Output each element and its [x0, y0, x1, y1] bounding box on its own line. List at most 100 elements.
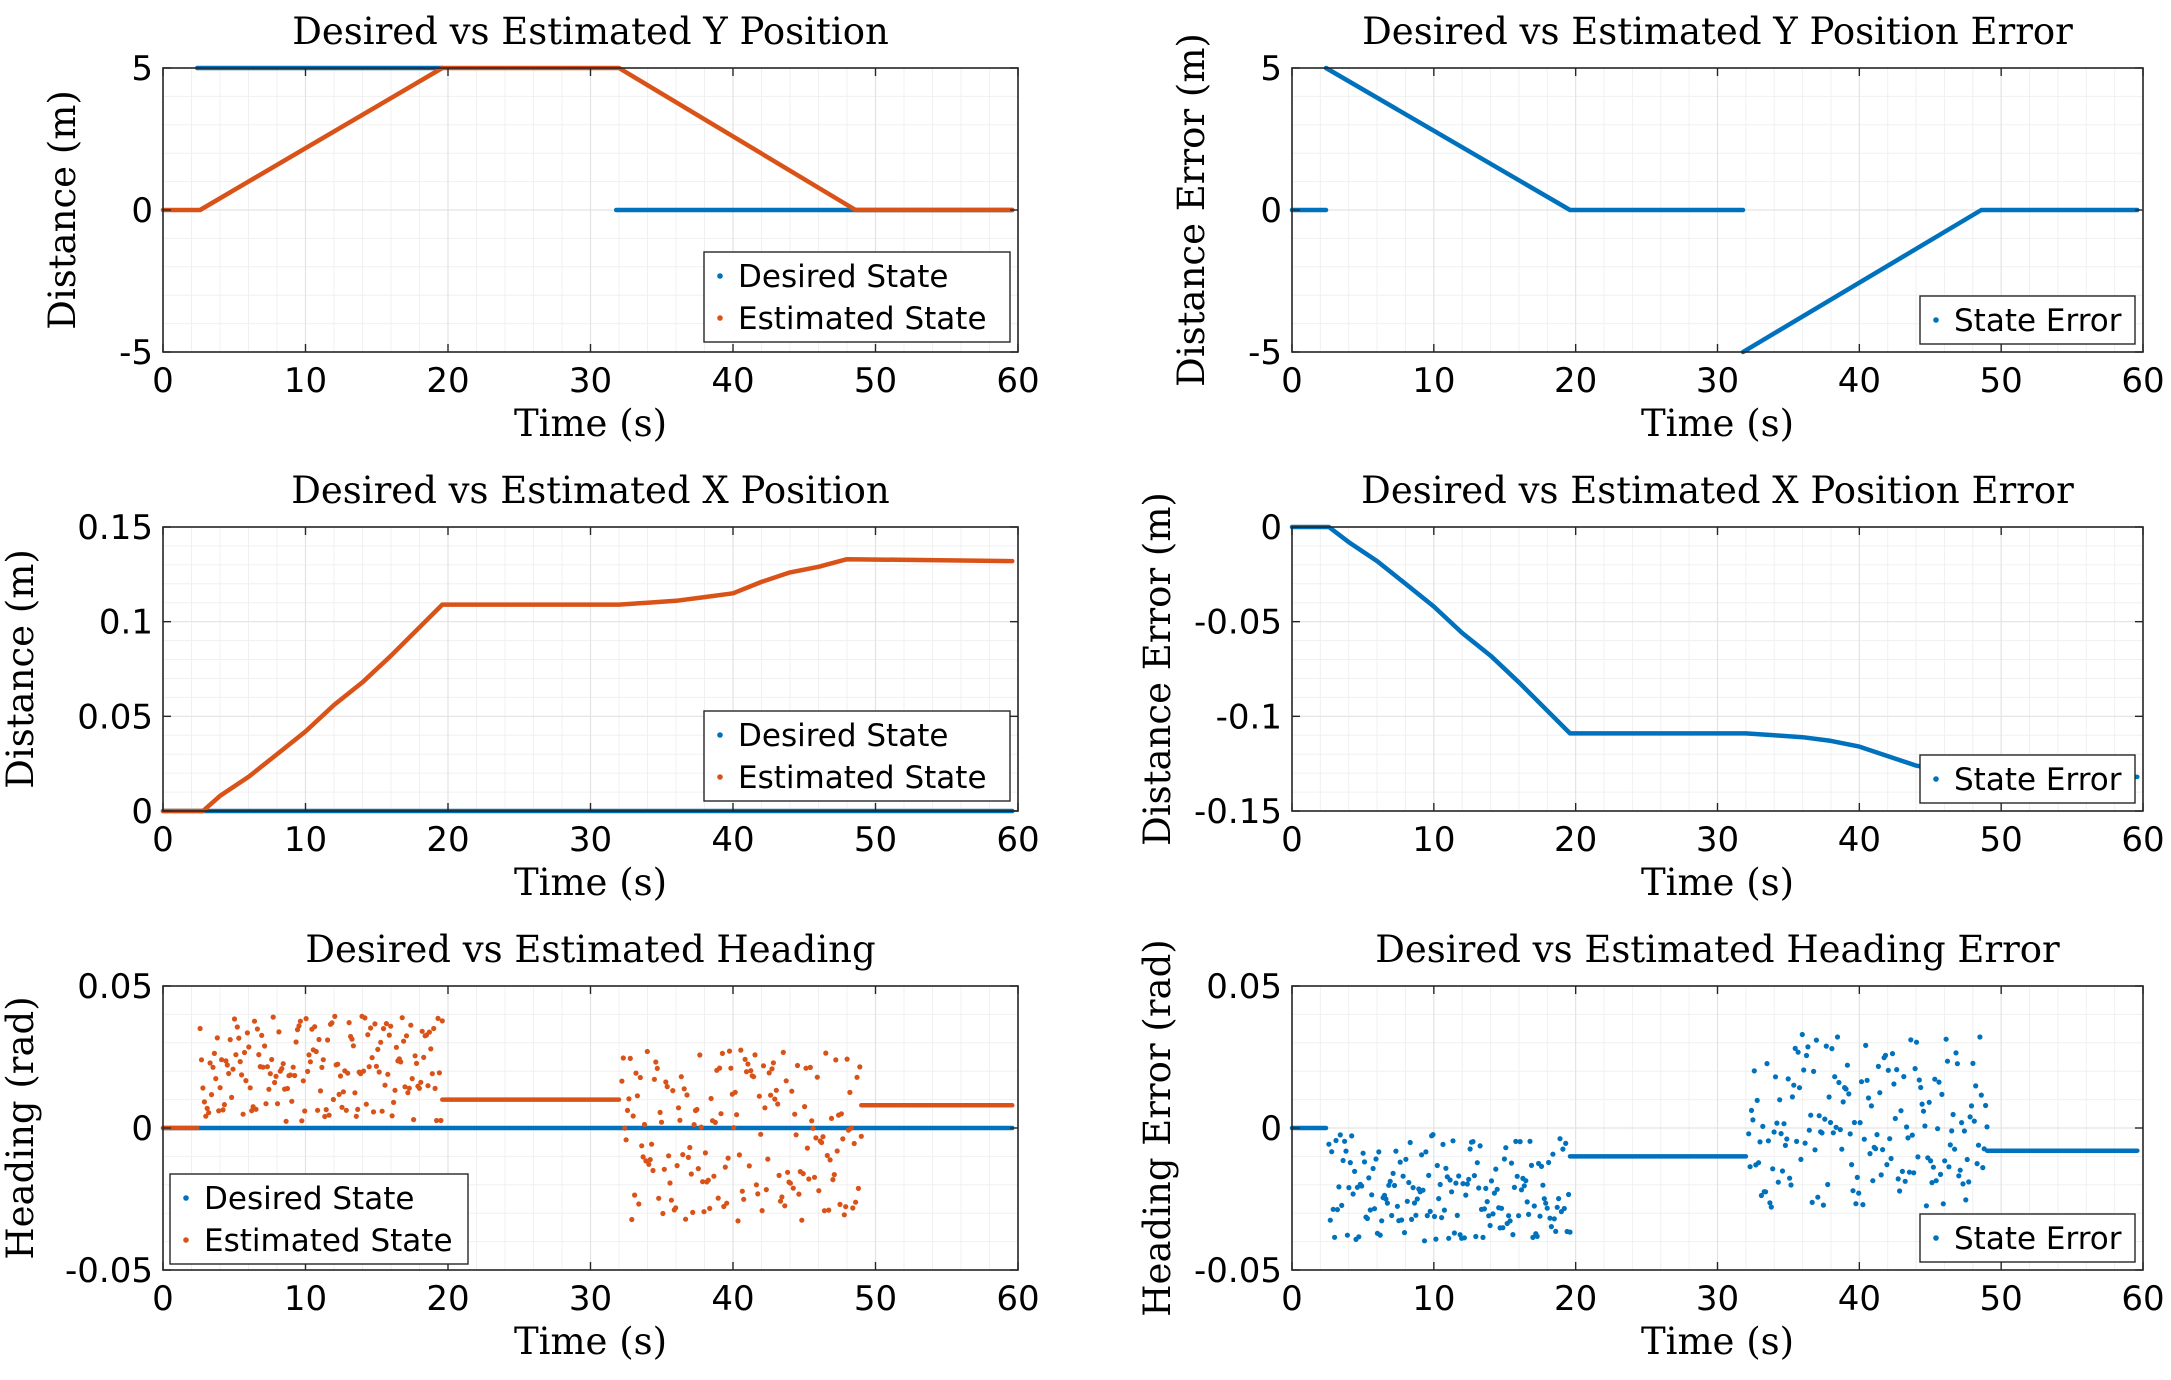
- legend-entry: Desired State: [738, 718, 948, 754]
- data-point: [1902, 1178, 1908, 1184]
- data-point: [1963, 1197, 1969, 1203]
- data-point: [1404, 1198, 1410, 1204]
- data-point: [1770, 1166, 1776, 1172]
- data-point: [1858, 1079, 1865, 1085]
- data-point: [1809, 1199, 1815, 1205]
- data-point: [1566, 1191, 1572, 1198]
- data-point: [1517, 1139, 1523, 1145]
- data-point: [711, 1173, 717, 1179]
- data-point: [1830, 1130, 1836, 1136]
- data-point: [1758, 1192, 1764, 1199]
- data-point: [1854, 1174, 1860, 1180]
- legend-marker: [1933, 776, 1939, 782]
- data-point: [759, 1208, 765, 1214]
- data-point: [1949, 1128, 1955, 1134]
- data-point: [366, 1064, 372, 1070]
- data-point: [1834, 1034, 1841, 1040]
- data-point: [1784, 1136, 1790, 1142]
- data-point: [1447, 1177, 1453, 1183]
- data-point: [259, 1032, 265, 1038]
- data-point: [810, 1125, 816, 1131]
- data-point: [1772, 1074, 1779, 1080]
- legend-entry: State Error: [1954, 1221, 2122, 1257]
- data-point: [777, 1198, 784, 1204]
- data-point: [1861, 1136, 1867, 1142]
- data-point: [1538, 1163, 1545, 1169]
- data-point: [1857, 1120, 1863, 1126]
- data-point: [656, 1195, 662, 1201]
- data-point: [636, 1201, 642, 1207]
- data-point: [211, 1050, 217, 1056]
- data-point: [813, 1135, 819, 1141]
- data-point: [1419, 1152, 1425, 1158]
- data-point: [349, 1036, 355, 1042]
- data-point: [345, 1070, 351, 1076]
- data-point: [1875, 1063, 1881, 1069]
- y-tick-label: 0.1: [99, 603, 153, 643]
- data-point: [647, 1157, 653, 1163]
- data-point: [1366, 1175, 1372, 1181]
- data-point: [1960, 1181, 1966, 1187]
- legend: State Error: [1919, 754, 2136, 804]
- data-point: [1403, 1156, 1409, 1162]
- data-point: [785, 1169, 791, 1175]
- data-point: [262, 1043, 268, 1049]
- data-point: [1518, 1187, 1525, 1193]
- data-point: [264, 1064, 270, 1070]
- data-point: [731, 1125, 737, 1131]
- data-point: [1371, 1206, 1378, 1212]
- data-point: [1898, 1108, 1904, 1114]
- data-point: [1750, 1117, 1756, 1123]
- data-point: [1877, 1090, 1883, 1096]
- data-point: [1464, 1181, 1470, 1187]
- data-point: [1981, 1146, 1987, 1152]
- data-point: [1978, 1092, 1984, 1098]
- data-point: [708, 1095, 714, 1102]
- data-point: [702, 1150, 709, 1156]
- data-point: [719, 1050, 726, 1056]
- data-point: [1891, 1081, 1897, 1087]
- data-point: [1868, 1103, 1874, 1109]
- legend-entry: State Error: [1954, 303, 2122, 339]
- data-point: [1846, 1091, 1852, 1097]
- data-point: [717, 1065, 723, 1071]
- data-point: [792, 1111, 798, 1117]
- data-point: [216, 1108, 222, 1114]
- data-point: [343, 1107, 349, 1113]
- data-point: [322, 1113, 328, 1120]
- data-point: [213, 1076, 219, 1082]
- data-point: [325, 1037, 331, 1043]
- data-point: [678, 1074, 684, 1080]
- chart-x-err: 0 10 20 30 40 50 60 -0.15 -0.1 -0.05 0 Desired vs E…: [1136, 469, 2165, 904]
- data-point: [1537, 1213, 1543, 1219]
- y-tick-label: 0.05: [1206, 967, 1282, 1007]
- data-point: [385, 1071, 391, 1077]
- data-point: [1922, 1123, 1928, 1129]
- data-point: [853, 1199, 859, 1205]
- data-point: [1901, 1074, 1907, 1080]
- data-point: [1771, 1129, 1777, 1135]
- data-point: [726, 1048, 733, 1054]
- data-point: [649, 1141, 655, 1147]
- y-tick-label: -0.1: [1216, 697, 1282, 737]
- data-point: [429, 1071, 435, 1077]
- data-point: [809, 1118, 815, 1124]
- data-point: [1461, 1235, 1467, 1241]
- data-point: [1911, 1170, 1917, 1176]
- data-point: [251, 1018, 258, 1024]
- legend-marker: [183, 1195, 189, 1201]
- data-point: [1799, 1031, 1805, 1038]
- data-point: [1443, 1165, 1449, 1171]
- x-tick-label: 40: [1838, 361, 1881, 401]
- x-tick-label: 30: [1696, 820, 1739, 860]
- x-axis-label: Time (s): [514, 1320, 667, 1363]
- x-tick-label: 0: [1281, 361, 1303, 401]
- data-point: [1507, 1218, 1513, 1224]
- data-point: [1887, 1136, 1893, 1142]
- data-point: [680, 1152, 686, 1158]
- data-point: [1778, 1131, 1784, 1137]
- data-point: [1498, 1205, 1505, 1211]
- y-tick-label: -0.15: [1194, 792, 1282, 832]
- data-point: [1329, 1149, 1335, 1155]
- data-point: [1865, 1095, 1872, 1101]
